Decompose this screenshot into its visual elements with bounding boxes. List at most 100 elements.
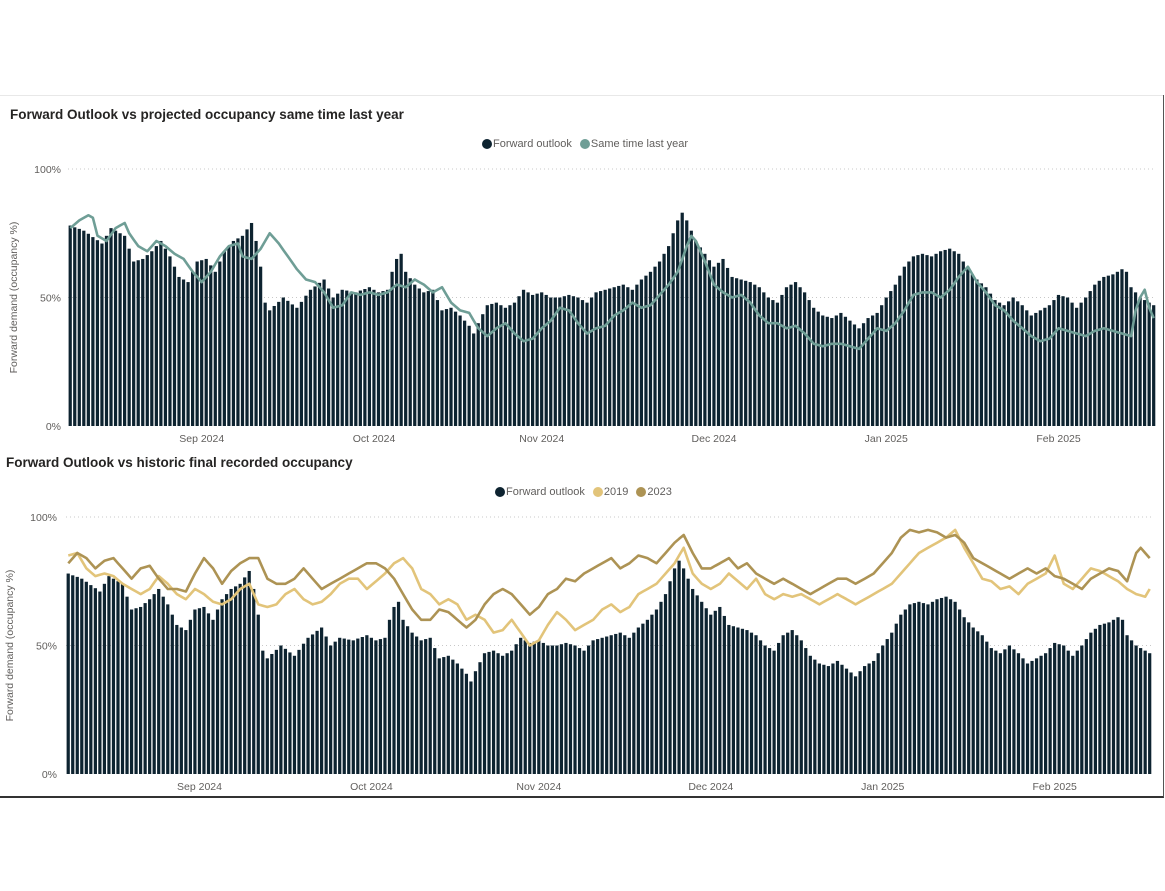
bar xyxy=(645,619,650,774)
bar xyxy=(632,632,636,774)
bar xyxy=(360,637,364,774)
bar xyxy=(617,285,621,426)
bar xyxy=(571,296,576,426)
bar xyxy=(659,601,663,774)
bar xyxy=(754,635,758,774)
bar xyxy=(685,220,689,426)
bar xyxy=(553,297,557,426)
bar xyxy=(594,292,598,426)
legend-label: Forward outlook xyxy=(493,138,572,150)
bar xyxy=(722,615,726,774)
bar xyxy=(317,282,322,426)
chart1-legend[interactable]: Forward outlook Same time last year xyxy=(482,138,692,150)
bar xyxy=(313,286,317,426)
bar xyxy=(177,276,181,426)
bar xyxy=(825,316,829,426)
bar xyxy=(657,261,662,426)
bar xyxy=(351,640,355,774)
legend-forward-outlook[interactable]: Forward outlook xyxy=(482,138,572,150)
bar xyxy=(168,256,172,426)
bar xyxy=(1147,302,1151,426)
y-tick-label: 100% xyxy=(34,164,61,176)
bar xyxy=(555,645,559,774)
bar xyxy=(154,246,158,426)
bar xyxy=(564,642,568,774)
bar xyxy=(381,291,385,426)
bar xyxy=(861,323,866,426)
bar xyxy=(252,588,256,774)
bar xyxy=(839,312,843,426)
report-canvas xyxy=(0,95,1164,798)
bar xyxy=(277,301,281,426)
bar xyxy=(93,588,97,774)
bar xyxy=(342,638,346,774)
bar xyxy=(635,284,639,426)
bar xyxy=(808,655,812,774)
x-tick-label: Sep 2024 xyxy=(177,781,222,793)
bar xyxy=(301,643,306,774)
bar xyxy=(731,626,735,774)
bar xyxy=(580,300,585,426)
bar xyxy=(917,601,921,774)
bar xyxy=(1016,301,1020,426)
legend-2023[interactable]: 2023 xyxy=(636,486,672,498)
bar xyxy=(843,316,848,426)
bar xyxy=(161,596,165,774)
bar xyxy=(68,225,72,426)
bar xyxy=(181,279,186,426)
bar xyxy=(77,228,81,426)
bar xyxy=(521,289,526,426)
bar xyxy=(1089,632,1093,774)
bar xyxy=(1061,296,1065,426)
bar xyxy=(867,663,871,774)
bar xyxy=(175,624,179,774)
bar xyxy=(1152,305,1156,426)
chart2-legend[interactable]: Forward outlook 2019 2023 xyxy=(495,486,676,498)
bar xyxy=(966,269,970,426)
legend-forward-outlook[interactable]: Forward outlook xyxy=(495,486,585,498)
bar xyxy=(136,260,140,426)
bar xyxy=(1053,642,1057,774)
bar xyxy=(132,261,136,426)
bar xyxy=(84,581,88,774)
bar xyxy=(254,240,258,426)
bar xyxy=(363,289,367,426)
bar xyxy=(1044,653,1048,774)
chart1-plot[interactable]: 100% 50% 0% Forward demand (occupancy %) Sep… xyxy=(0,0,1165,460)
bar xyxy=(197,608,202,774)
bar xyxy=(763,645,767,774)
bar xyxy=(804,648,808,774)
bar xyxy=(576,297,580,426)
bar xyxy=(780,294,784,426)
bar xyxy=(668,581,672,774)
bar xyxy=(817,663,821,774)
x-tick-label: Oct 2024 xyxy=(353,433,396,445)
bar xyxy=(508,305,512,426)
bar xyxy=(460,668,464,774)
legend-dot-icon xyxy=(636,487,647,497)
bar xyxy=(528,642,532,774)
bar xyxy=(577,648,582,774)
bar xyxy=(523,640,527,774)
bar xyxy=(222,251,226,426)
bar xyxy=(807,300,811,426)
bar xyxy=(871,315,875,426)
bar xyxy=(925,255,929,426)
bar xyxy=(494,302,498,426)
bar xyxy=(396,601,401,774)
bar xyxy=(148,599,152,774)
bar xyxy=(691,588,695,774)
legend-2019[interactable]: 2019 xyxy=(592,486,628,498)
bar xyxy=(238,583,242,774)
bar xyxy=(682,568,686,774)
legend-same-time-last-year[interactable]: Same time last year xyxy=(579,138,688,150)
bar xyxy=(440,310,444,426)
bar xyxy=(496,653,500,774)
bar xyxy=(890,632,894,774)
bar xyxy=(213,271,217,426)
bar xyxy=(831,663,835,774)
bar xyxy=(1079,302,1083,426)
bar xyxy=(1034,312,1038,426)
x-tick-label: Nov 2024 xyxy=(519,433,564,445)
